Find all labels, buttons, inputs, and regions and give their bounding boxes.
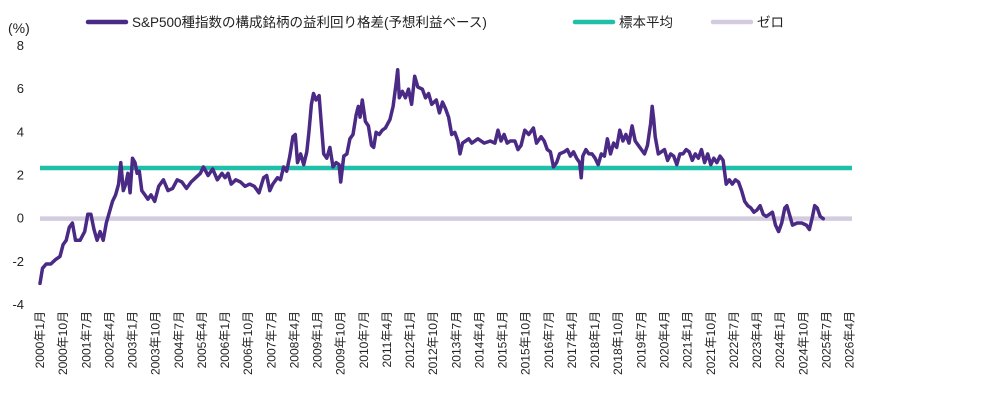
- legend-label-1: 標本平均: [619, 15, 673, 30]
- y-tick-label: -4: [12, 297, 24, 312]
- x-tick-label: 2015年10月: [519, 311, 533, 375]
- x-tick-label: 2006年1月: [218, 311, 232, 368]
- x-tick-label: 2003年1月: [126, 311, 140, 368]
- x-tick-label: 2018年10月: [611, 311, 625, 375]
- x-tick-label: 2022年7月: [727, 311, 741, 368]
- x-tick-label: 2000年1月: [33, 311, 47, 368]
- x-tick-label: 2025年7月: [819, 311, 833, 368]
- x-tick-label: 2007年7月: [264, 311, 278, 368]
- series-layer: [38, 67, 826, 286]
- x-tick-label: 2021年10月: [704, 311, 718, 375]
- reference-lines: [40, 165, 852, 221]
- legend-label-0: S&P500種指数の構成銘柄の益利回り格差(予想利益ベース): [132, 15, 487, 30]
- x-tick-label: 2006年10月: [241, 311, 255, 375]
- x-tick-label: 2024年1月: [773, 311, 787, 368]
- y-tick-label: -2: [12, 254, 24, 269]
- y-tick-label: 4: [17, 124, 24, 139]
- x-tick-label: 2005年4月: [195, 311, 209, 368]
- y-axis-label: (%): [8, 20, 30, 36]
- y-axis-label-group: (%): [8, 20, 30, 36]
- y-tick-label: 2: [17, 168, 24, 183]
- x-tick-label: 2013年7月: [449, 311, 463, 368]
- x-tick-label: 2009年10月: [334, 311, 348, 375]
- y-axis-ticks: 8 6 4 2 0 -2 -4: [12, 38, 24, 312]
- y-tick-label: 0: [17, 211, 24, 226]
- x-tick-label: 2017年4月: [565, 311, 579, 368]
- x-tick-label: 2020年4月: [657, 311, 671, 368]
- x-tick-label: 2003年10月: [149, 311, 163, 375]
- x-tick-label: 2023年4月: [750, 311, 764, 368]
- x-tick-label: 2009年1月: [311, 311, 325, 368]
- x-tick-label: 2026年4月: [843, 311, 857, 368]
- x-tick-label: 2008年4月: [287, 311, 301, 368]
- series-line-0: [38, 67, 826, 286]
- x-axis-ticks: 2000年1月 2000年10月 2001年7月 2002年4月 2003年1月 2003…: [33, 311, 857, 375]
- x-tick-label: 2021年1月: [681, 311, 695, 368]
- x-tick-label: 2002年4月: [102, 311, 116, 368]
- y-tick-label: 8: [17, 38, 24, 53]
- x-tick-label: 2018年1月: [588, 311, 602, 368]
- y-tick-label: 6: [17, 81, 24, 96]
- legend-label-2: ゼロ: [757, 15, 784, 30]
- x-tick-label: 2019年7月: [634, 311, 648, 368]
- x-tick-label: 2024年10月: [796, 311, 810, 375]
- x-tick-label: 2000年10月: [56, 311, 70, 375]
- x-tick-label: 2014年4月: [472, 311, 486, 368]
- x-tick-label: 2010年7月: [357, 311, 371, 368]
- x-tick-label: 2012年10月: [426, 311, 440, 375]
- x-tick-label: 2004年7月: [172, 311, 186, 368]
- x-tick-label: 2011年4月: [380, 311, 394, 367]
- x-tick-label: 2012年1月: [403, 311, 417, 368]
- legend: S&P500種指数の構成銘柄の益利回り格差(予想利益ベース) 標本平均 ゼロ: [85, 15, 784, 30]
- x-tick-label: 2015年1月: [496, 311, 510, 368]
- x-tick-label: 2001年7月: [79, 311, 93, 368]
- x-tick-label: 2016年7月: [542, 311, 556, 368]
